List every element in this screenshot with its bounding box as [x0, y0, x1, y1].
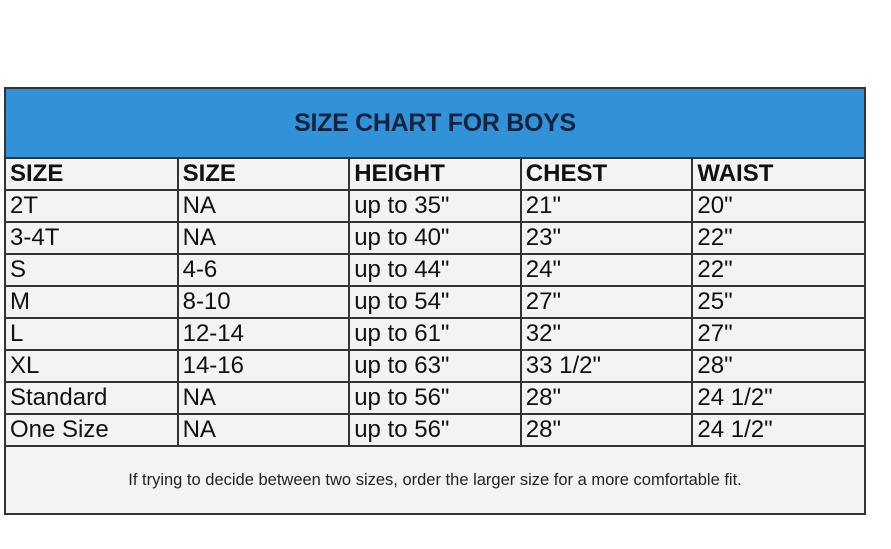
column-header: SIZE: [6, 159, 179, 191]
table-cell: L: [6, 317, 179, 351]
table-row: One Size NA up to 56" 28" 24 1/2": [6, 413, 864, 447]
table-cell: 24": [519, 253, 694, 287]
table-cell: NA: [176, 413, 351, 447]
table-cell: 12-14: [176, 317, 351, 351]
table-cell: 32": [519, 317, 694, 351]
table-cell: up to 35": [348, 189, 522, 223]
table-cell: 28": [519, 413, 694, 447]
table-cell: NA: [176, 221, 351, 255]
table-row: XL 14-16 up to 63" 33 1/2" 28": [6, 349, 864, 383]
column-header: SIZE: [176, 159, 351, 191]
table-cell: up to 40": [348, 221, 522, 255]
table-cell: 22": [691, 253, 864, 287]
fit-note: If trying to decide between two sizes, o…: [128, 470, 742, 489]
table-cell: One Size: [6, 413, 179, 447]
column-header: WAIST: [691, 159, 864, 191]
table-row: M 8-10 up to 54" 27" 25": [6, 285, 864, 319]
table-cell: 4-6: [176, 253, 351, 287]
header-row: SIZE SIZE HEIGHT CHEST WAIST: [6, 159, 864, 191]
table-row: L 12-14 up to 61" 32" 27": [6, 317, 864, 351]
table-cell: up to 56": [348, 381, 522, 415]
table-cell: up to 44": [348, 253, 522, 287]
table-cell: 22": [691, 221, 864, 255]
table-cell: 33 1/2": [519, 349, 694, 383]
size-table: SIZE SIZE HEIGHT CHEST WAIST 2T NA up to 3…: [6, 159, 864, 447]
table-cell: 28": [519, 381, 694, 415]
table-cell: up to 54": [348, 285, 522, 319]
table-cell: 2T: [6, 189, 179, 223]
table-cell: 23": [519, 221, 694, 255]
table-cell: 27": [691, 317, 864, 351]
table-cell: 28": [691, 349, 864, 383]
table-row: Standard NA up to 56" 28" 24 1/2": [6, 381, 864, 415]
table-cell: up to 61": [348, 317, 522, 351]
column-header: HEIGHT: [348, 159, 522, 191]
column-header: CHEST: [519, 159, 694, 191]
table-cell: M: [6, 285, 179, 319]
table-cell: S: [6, 253, 179, 287]
table-cell: 24 1/2": [691, 413, 864, 447]
size-chart: SIZE CHART FOR BOYS SIZE SIZE HEIGHT CHE…: [4, 87, 866, 515]
table-cell: XL: [6, 349, 179, 383]
table-cell: 24 1/2": [691, 381, 864, 415]
table-cell: NA: [176, 189, 351, 223]
table-cell: 8-10: [176, 285, 351, 319]
chart-title: SIZE CHART FOR BOYS: [6, 89, 864, 159]
table-cell: 3-4T: [6, 221, 179, 255]
table-cell: NA: [176, 381, 351, 415]
table-row: 3-4T NA up to 40" 23" 22": [6, 221, 864, 255]
table-cell: 14-16: [176, 349, 351, 383]
table-cell: Standard: [6, 381, 179, 415]
table-cell: up to 63": [348, 349, 522, 383]
table-cell: 27": [519, 285, 694, 319]
table-cell: 20": [691, 189, 864, 223]
table-cell: 21": [519, 189, 694, 223]
table-cell: up to 56": [348, 413, 522, 447]
table-row: S 4-6 up to 44" 24" 22": [6, 253, 864, 287]
table-cell: 25": [691, 285, 864, 319]
table-row: 2T NA up to 35" 21" 20": [6, 189, 864, 223]
